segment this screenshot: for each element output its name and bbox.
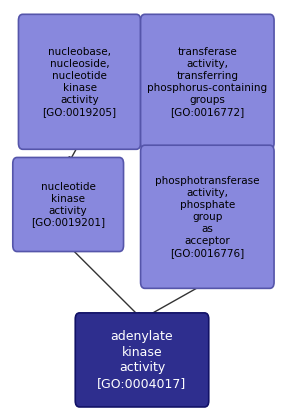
Text: nucleotide
kinase
activity
[GO:0019201]: nucleotide kinase activity [GO:0019201] [31,182,105,227]
FancyBboxPatch shape [18,14,141,149]
FancyBboxPatch shape [141,145,274,288]
Text: adenylate
kinase
activity
[GO:0004017]: adenylate kinase activity [GO:0004017] [97,330,187,390]
FancyBboxPatch shape [13,157,124,252]
Text: phosphotransferase
activity,
phosphate
group
as
acceptor
[GO:0016776]: phosphotransferase activity, phosphate g… [155,176,260,258]
FancyBboxPatch shape [75,313,209,407]
FancyBboxPatch shape [141,14,274,149]
Text: nucleobase,
nucleoside,
nucleotide
kinase
activity
[GO:0019205]: nucleobase, nucleoside, nucleotide kinas… [42,47,117,117]
Text: transferase
activity,
transferring
phosphorus-containing
groups
[GO:0016772]: transferase activity, transferring phosp… [147,47,267,117]
